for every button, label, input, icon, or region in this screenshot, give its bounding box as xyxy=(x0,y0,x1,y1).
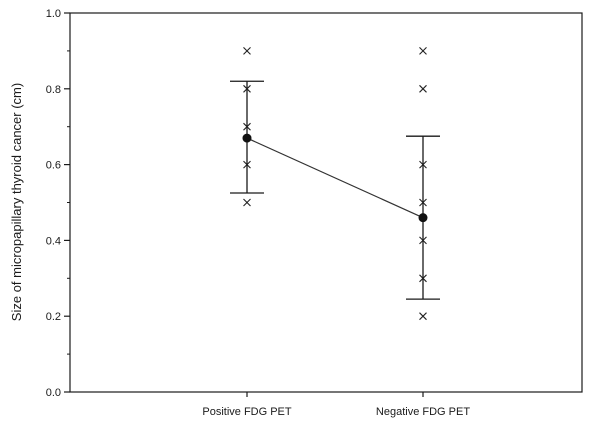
point-stroke xyxy=(419,236,427,245)
data-point xyxy=(419,160,427,169)
error-bars xyxy=(230,80,440,300)
data-point xyxy=(419,236,427,245)
y-tick-label: 0.2 xyxy=(46,311,61,323)
mean-line xyxy=(246,137,424,219)
data-point xyxy=(419,84,427,93)
data-points xyxy=(243,47,427,321)
y-tick-label: 0.6 xyxy=(46,160,61,172)
y-tick-label: 0.0 xyxy=(46,387,61,399)
point-stroke xyxy=(243,47,251,55)
point-stroke xyxy=(419,47,427,55)
y-tick-label: 0.4 xyxy=(46,235,61,247)
mean-marker xyxy=(242,133,252,143)
data-point xyxy=(419,47,427,55)
point-stroke xyxy=(243,160,251,169)
data-point xyxy=(419,198,427,207)
data-point xyxy=(243,122,251,131)
data-point xyxy=(243,198,251,207)
y-axis-ticks: 0.0 0.2 0.4 0.6 0.8 1.0 xyxy=(46,8,70,399)
y-axis-label: Size of micropapillary thyroid cancer (c… xyxy=(9,83,24,321)
mean-line-group xyxy=(246,137,424,219)
point-stroke xyxy=(419,160,427,169)
mean-marker xyxy=(418,213,428,223)
point-stroke xyxy=(419,198,427,207)
point-stroke xyxy=(243,198,251,207)
point-stroke xyxy=(243,84,251,93)
data-point xyxy=(419,312,427,321)
x-tick-label: Negative FDG PET xyxy=(376,406,470,418)
mean-markers xyxy=(242,133,428,223)
y-tick-label: 0.8 xyxy=(46,84,61,96)
data-point xyxy=(243,160,251,169)
data-point xyxy=(419,274,427,283)
point-stroke xyxy=(243,122,251,131)
axes xyxy=(69,12,583,393)
plot-frame xyxy=(69,12,583,393)
y-tick-label: 1.0 xyxy=(46,8,61,20)
data-point xyxy=(243,84,251,93)
point-stroke xyxy=(419,312,427,321)
x-tick-label: Positive FDG PET xyxy=(202,406,292,418)
data-point xyxy=(243,47,251,55)
x-axis-ticks: Positive FDG PET Negative FDG PET xyxy=(202,392,470,418)
point-stroke xyxy=(419,274,427,283)
point-stroke xyxy=(419,84,427,93)
